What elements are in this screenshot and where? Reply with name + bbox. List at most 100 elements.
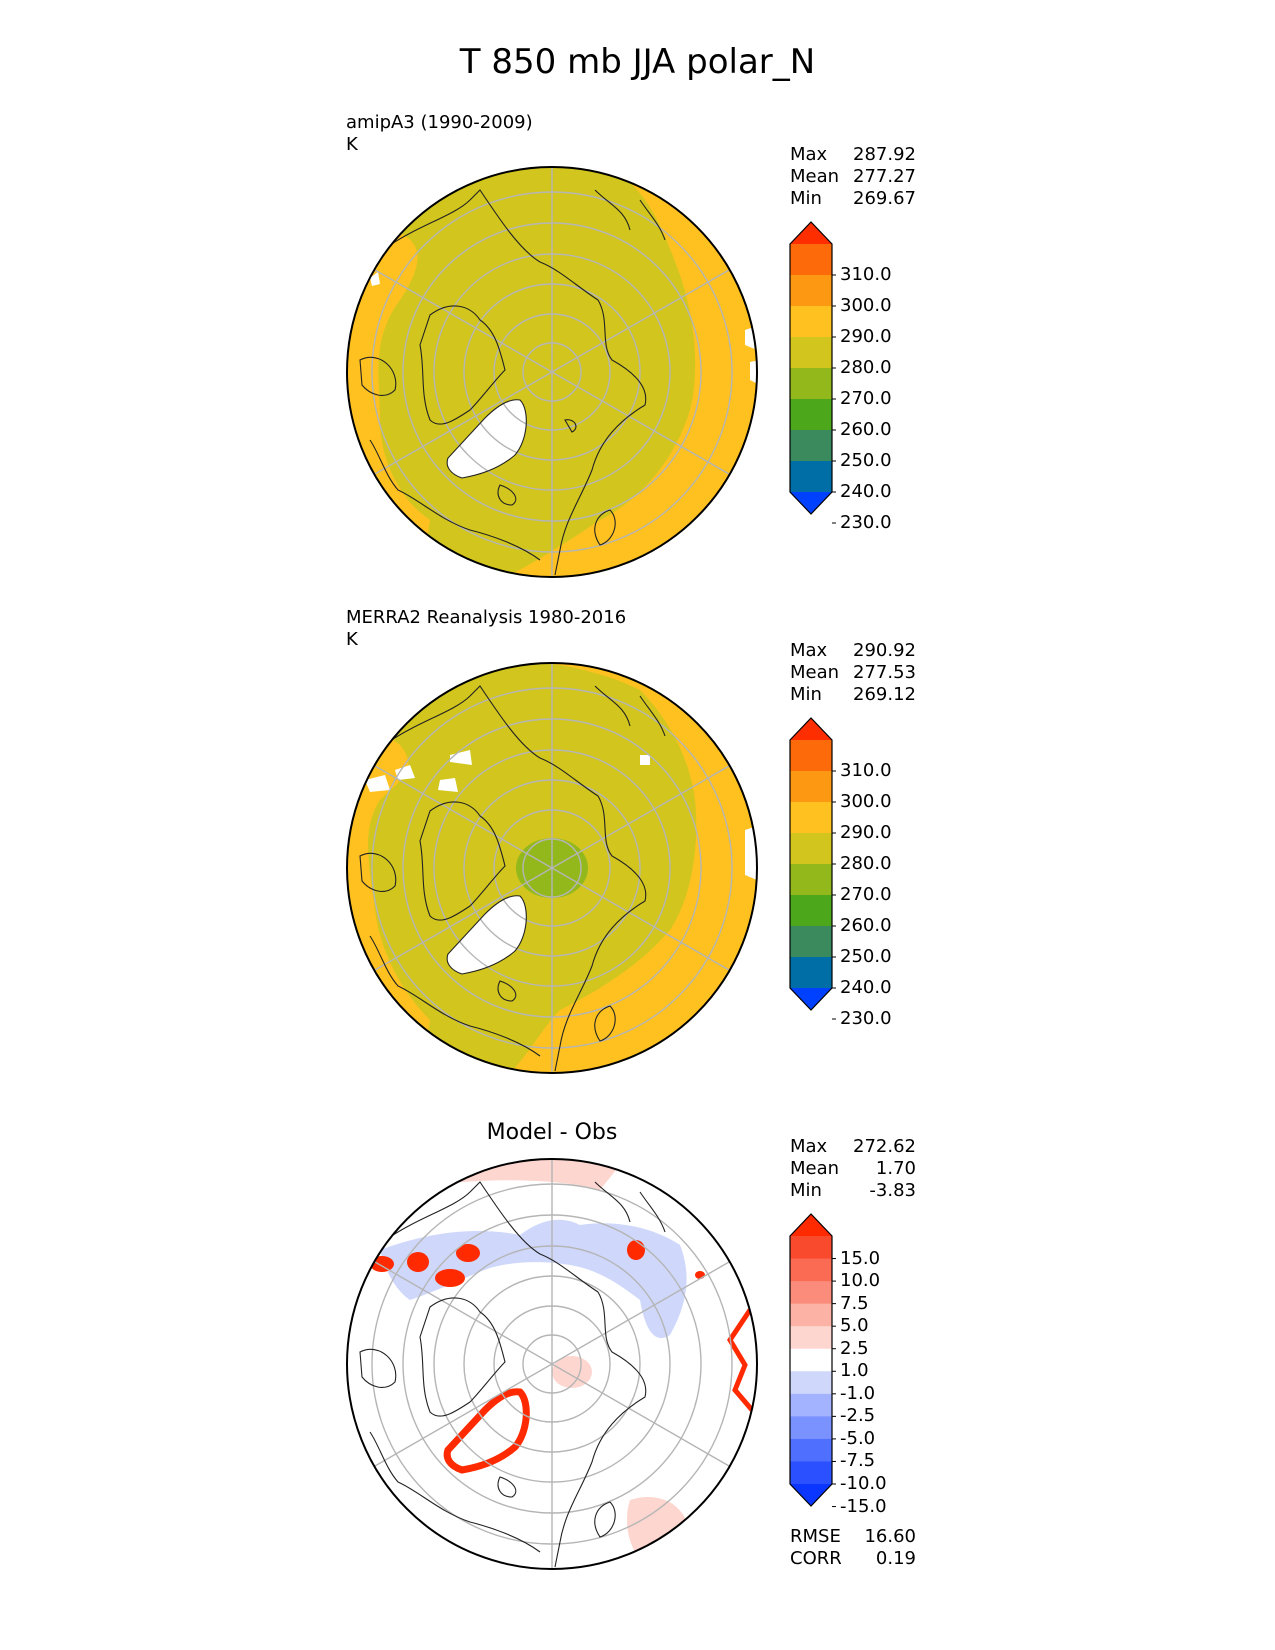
colorbar-tick-label: 240.0 (840, 481, 892, 502)
metric-value: 16.60 (864, 1526, 916, 1547)
colorbar-tick-label: 230.0 (840, 512, 892, 533)
stat-max: Max 290.92 (790, 640, 916, 662)
tibet-missing (370, 272, 380, 286)
colorbar-swatch (790, 1303, 832, 1327)
colorbar-tick-label: 1.0 (840, 1360, 869, 1382)
colorbar-swatch (790, 306, 832, 338)
colorbar-swatch (790, 1371, 832, 1395)
colorbar-extend-max (790, 1214, 832, 1236)
colorbar-tick-label: 240.0 (840, 977, 892, 998)
panel-2-title: MERRA2 Reanalysis 1980-2016 K (346, 607, 626, 651)
colorbar-tick-label: -1.0 (840, 1382, 876, 1404)
stat-label: Mean (790, 166, 840, 187)
stat-value: 277.27 (853, 166, 916, 187)
panel-2-obs-label: MERRA2 Reanalysis 1980-2016 (346, 607, 627, 628)
colorbar-extend-max (790, 718, 832, 740)
colorbars (789, 221, 836, 1508)
colorbar-swatch (790, 926, 832, 958)
stat-value: 290.92 (853, 640, 916, 661)
colorbar-extend-min (790, 492, 832, 514)
colorbar-swatch (790, 1236, 832, 1260)
colorbar-tick-label: 270.0 (840, 388, 892, 409)
colorbar-tick-label: -7.5 (840, 1450, 876, 1472)
greenland-missing (447, 399, 527, 478)
metric-corr: CORR 0.19 (790, 1548, 916, 1570)
map-border-2 (346, 662, 758, 1074)
colorbar-tick-label: 250.0 (840, 946, 892, 967)
panel-1-units-label: K (346, 134, 358, 155)
colorbar-tick-label: 310.0 (840, 760, 892, 781)
field-positive-pole (552, 1356, 592, 1388)
graticule-2 (371, 663, 733, 1073)
coastlines-3 (359, 1181, 666, 1568)
colorbar-tick-label: 7.5 (840, 1292, 869, 1314)
stat-max: Max 272.62 (790, 1136, 916, 1158)
colorbar-swatch (790, 368, 832, 400)
stat-value: 269.67 (853, 188, 916, 209)
colorbar-tick-label: 290.0 (840, 822, 892, 843)
colorbar-swatch (790, 1258, 832, 1282)
graticule-3 (371, 1159, 733, 1569)
colorbar-tick-label: 2.5 (840, 1337, 869, 1359)
metric-value: 0.19 (875, 1548, 916, 1569)
stat-label: Mean (790, 1158, 840, 1179)
map-border-3 (346, 1158, 758, 1570)
colorbar-tick-label: -10.0 (840, 1473, 887, 1494)
colorbar-swatch (790, 461, 832, 493)
colorbar-tick-label: -2.5 (840, 1405, 876, 1427)
colorbar-swatch (790, 244, 832, 276)
stat-label: Max (790, 640, 828, 661)
colorbar-tick-label: 280.0 (840, 853, 892, 874)
colorbar-swatch (790, 864, 832, 896)
stat-min: Min 269.12 (790, 684, 916, 706)
colorbar-swatch (790, 275, 832, 307)
colorbar-swatch (790, 1281, 832, 1305)
stat-label: Min (790, 1180, 822, 1201)
panel-2-stats: Max 290.92 Mean 277.53 Min 269.12 (790, 640, 916, 706)
colorbar-swatch (790, 957, 832, 989)
rockies-missing (640, 755, 757, 880)
colorbar-tick-label: 310.0 (840, 264, 892, 285)
colorbar-tick-label: 280.0 (840, 357, 892, 378)
colorbar-tick-label: 300.0 (840, 295, 892, 316)
metric-label: CORR (790, 1548, 842, 1569)
colorbar-swatch (790, 740, 832, 772)
figure-title: T 850 mb JJA polar_N (459, 42, 816, 82)
panel-1-stats: Max 287.92 Mean 277.27 Min 269.67 (790, 144, 916, 210)
stat-min: Min 269.67 (790, 188, 916, 210)
colorbar-tick-label: 260.0 (840, 915, 892, 936)
stat-label: Max (790, 1136, 828, 1157)
coastlines-2 (359, 685, 666, 1072)
tibet-large-diff (370, 1240, 705, 1287)
map-panel-2 (346, 662, 758, 1074)
graticule-1 (371, 167, 733, 577)
colorbar-3 (789, 1213, 836, 1508)
colorbar-tick-label: 15.0 (840, 1247, 881, 1269)
stat-value: 269.12 (853, 684, 916, 705)
greenland-edge-large-diff (443, 1388, 530, 1474)
stat-value: 1.70 (875, 1158, 916, 1179)
colorbar-tick-label: 290.0 (840, 326, 892, 347)
tibet-missing (365, 750, 472, 792)
map-panel-3 (346, 1158, 758, 1570)
colorbar-tick-label: -15.0 (840, 1495, 887, 1517)
stat-label: Max (790, 144, 828, 165)
stat-value: -3.83 (869, 1180, 916, 1201)
stat-min: Min -3.83 (790, 1180, 916, 1202)
panel-3-stats: Max 272.62 Mean 1.70 Min -3.83 (790, 1136, 916, 1202)
colorbar-swatch (790, 1348, 832, 1372)
colorbar-extend-min (790, 1484, 832, 1506)
colorbar-swatch (790, 337, 832, 369)
colorbar-1 (789, 221, 836, 524)
colorbar-swatch (790, 895, 832, 927)
colorbar-swatch (790, 1326, 832, 1350)
panel-3-title: Model - Obs (486, 1120, 618, 1145)
colorbar-tick-label: 5.0 (840, 1315, 869, 1337)
colorbar-extend-max (790, 222, 832, 244)
coastlines-1 (359, 189, 666, 576)
map-panel-1 (346, 166, 758, 578)
colorbar-swatch (790, 399, 832, 431)
stat-label: Min (790, 188, 822, 209)
stat-max: Max 287.92 (790, 144, 916, 166)
colorbar-tick-label: 260.0 (840, 419, 892, 440)
